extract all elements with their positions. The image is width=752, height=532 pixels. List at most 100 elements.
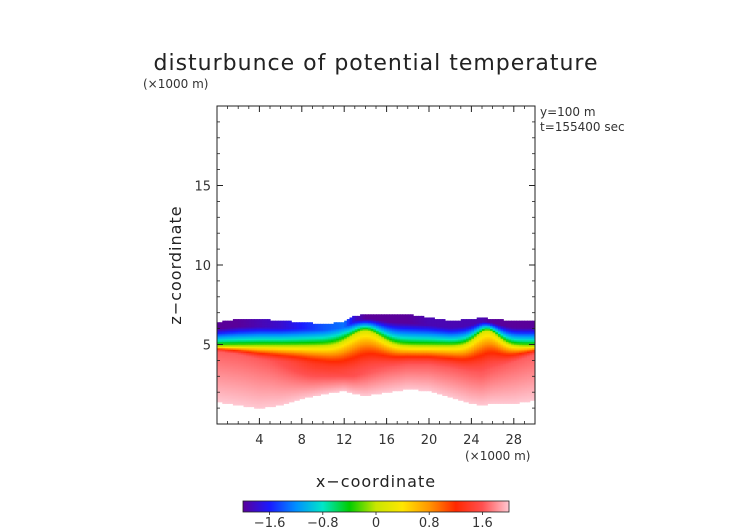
heat-cell [315,382,319,385]
heat-cell [397,346,401,349]
heat-cell [280,342,284,346]
heat-cell [429,376,433,379]
heat-cell [415,323,419,327]
heat-cell [291,339,295,342]
heat-cell [421,333,425,336]
heat-cell [368,368,372,371]
heat-cell [272,387,276,390]
heat-cell [376,365,380,368]
heat-cell [429,323,433,327]
heat-cell [299,339,303,342]
heat-cell [444,341,449,344]
heat-cell [399,360,404,363]
heat-cell [368,360,372,363]
heat-cell [405,376,409,379]
heat-cell [315,339,319,342]
heat-cell [333,322,337,325]
heat-cell [354,327,359,330]
heat-cell [328,336,332,339]
heat-cell [407,314,412,317]
heat-cell [248,366,253,369]
heat-cell [418,328,422,331]
heat-cell [479,352,483,355]
heat-cell [232,358,237,361]
heat-cell [270,384,274,387]
heat-cell [315,366,319,369]
heat-cell [283,341,287,344]
heat-cell [373,377,377,381]
heat-cell [341,334,345,338]
heat-cell [381,390,385,393]
heat-cell [222,395,226,398]
heat-cell [405,352,409,355]
heat-cell [349,358,353,361]
heat-cell [272,366,276,369]
y-unit-label: (×1000 m) [143,77,208,91]
heat-cell [479,371,483,374]
heat-cell [243,400,247,403]
heat-cell [431,389,435,392]
heat-cell [410,354,414,357]
heat-cell [230,373,234,376]
heat-cell [317,357,321,360]
heat-cell [476,322,480,325]
heat-cell [293,339,298,342]
heat-cell [275,352,279,355]
heat-cell [415,333,419,336]
heat-cell [471,325,475,328]
heat-cell [378,334,382,338]
heat-cell [341,377,345,381]
heat-cell [275,322,279,325]
heat-cell [444,350,449,354]
heat-cell [450,358,454,361]
heat-cell [452,390,457,393]
heat-cell [259,319,263,322]
heat-cell [389,349,393,352]
heat-cell [439,336,443,339]
heat-cell [447,342,451,346]
heat-cell [381,338,385,341]
heat-cell [423,352,427,355]
heat-cell [299,349,303,352]
heat-cell [275,373,279,376]
heat-cell [238,358,242,361]
heat-cell [452,323,457,327]
heat-cell [346,325,351,328]
heat-cell [394,361,398,365]
heat-cell [476,387,480,390]
heat-cell [476,366,480,369]
heat-cell [344,365,348,368]
heat-cell [436,341,441,344]
heat-cell [296,366,300,369]
heat-cell [320,339,324,342]
heat-cell [246,393,250,396]
heat-cell [447,355,451,358]
heat-cell [426,331,430,334]
heat-cell [391,376,396,379]
heat-cell [217,350,221,354]
heat-cell [463,355,467,358]
heat-cell [360,350,364,354]
heat-cell [458,360,462,363]
heat-cell [280,354,284,357]
heat-cell [222,363,226,366]
heat-cell [421,336,425,339]
heat-cell [436,360,441,363]
heat-cell [418,373,422,376]
heat-cell [325,344,329,347]
heat-cell [344,352,348,355]
heat-cell [418,387,422,390]
heat-cell [450,381,454,384]
heat-cell [362,333,366,336]
heat-cell [373,392,377,395]
heat-cell [296,377,300,381]
heat-cell [479,389,483,392]
heat-cell [415,320,419,323]
heat-cell [246,319,250,322]
heat-cell [354,354,359,357]
heat-cell [291,361,295,365]
heat-cell [479,395,483,398]
heat-cell [248,319,253,322]
heat-cell [296,384,300,387]
heat-cell [447,369,451,373]
